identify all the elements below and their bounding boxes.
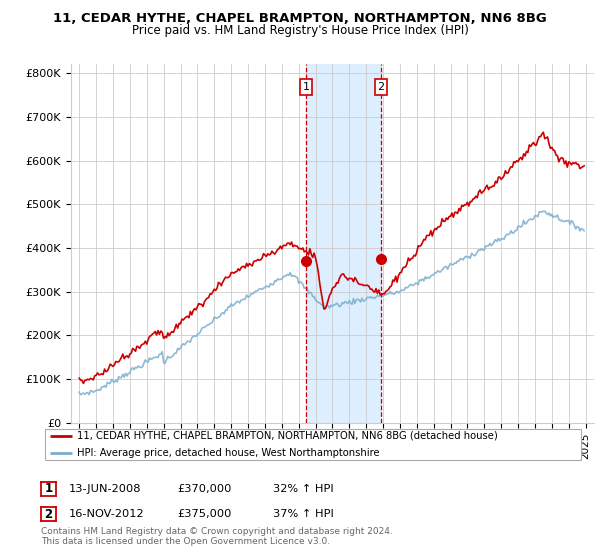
Text: 16-NOV-2012: 16-NOV-2012 bbox=[69, 509, 145, 519]
Text: Contains HM Land Registry data © Crown copyright and database right 2024.
This d: Contains HM Land Registry data © Crown c… bbox=[41, 526, 392, 546]
Text: 1: 1 bbox=[302, 82, 310, 92]
Text: 11, CEDAR HYTHE, CHAPEL BRAMPTON, NORTHAMPTON, NN6 8BG (detached house): 11, CEDAR HYTHE, CHAPEL BRAMPTON, NORTHA… bbox=[77, 431, 498, 441]
Text: 2: 2 bbox=[377, 82, 385, 92]
Text: £375,000: £375,000 bbox=[177, 509, 232, 519]
Text: HPI: Average price, detached house, West Northamptonshire: HPI: Average price, detached house, West… bbox=[77, 449, 380, 458]
Text: 2: 2 bbox=[44, 507, 53, 521]
Bar bbox=[306, 64, 381, 423]
Text: 1: 1 bbox=[44, 482, 53, 496]
Text: 32% ↑ HPI: 32% ↑ HPI bbox=[273, 484, 334, 494]
Text: 37% ↑ HPI: 37% ↑ HPI bbox=[273, 509, 334, 519]
Text: Price paid vs. HM Land Registry's House Price Index (HPI): Price paid vs. HM Land Registry's House … bbox=[131, 24, 469, 36]
Text: 13-JUN-2008: 13-JUN-2008 bbox=[69, 484, 142, 494]
FancyBboxPatch shape bbox=[45, 429, 581, 460]
Text: £370,000: £370,000 bbox=[177, 484, 232, 494]
Text: 11, CEDAR HYTHE, CHAPEL BRAMPTON, NORTHAMPTON, NN6 8BG: 11, CEDAR HYTHE, CHAPEL BRAMPTON, NORTHA… bbox=[53, 12, 547, 25]
